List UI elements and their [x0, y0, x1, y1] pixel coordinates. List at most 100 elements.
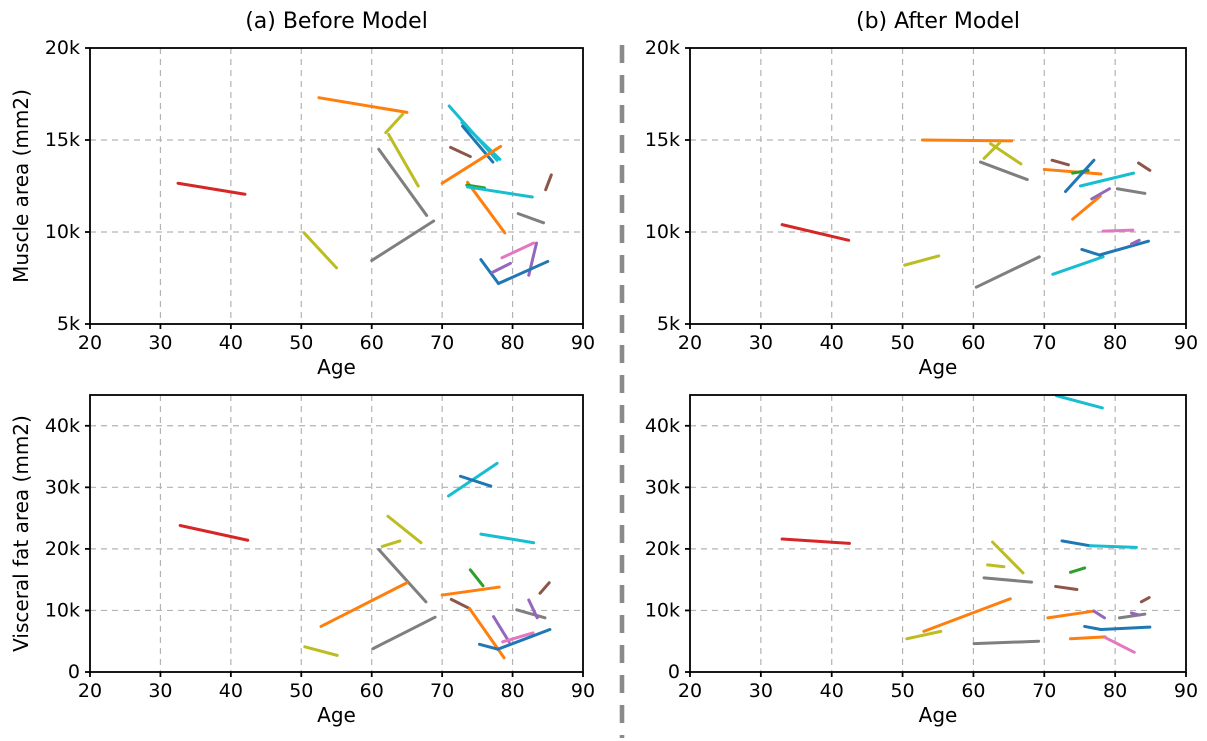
data-line-pink	[500, 241, 536, 260]
data-line-blue	[496, 259, 550, 286]
data-line-orange	[319, 581, 409, 628]
y-tick-label: 10k	[45, 599, 80, 621]
data-line-olive	[387, 132, 420, 188]
subplot-after-muscle: 20 30 40 50 60 70 80 90 5k 10k 15k 20k Age (b) After …	[645, 9, 1198, 379]
x-tick-label: 60	[961, 332, 985, 354]
data-line-blue	[1083, 624, 1103, 632]
data-lines	[780, 395, 1152, 654]
data-line-pink	[1101, 228, 1135, 233]
data-line-purple	[1129, 238, 1141, 246]
data-line-blue	[1099, 625, 1152, 632]
data-line-red	[780, 537, 851, 545]
x-tick-label: 30	[148, 332, 172, 354]
data-line-cyan	[1051, 255, 1105, 276]
data-line-orange	[922, 597, 1012, 633]
data-line-orange	[440, 585, 501, 597]
y-tick-label: 20k	[45, 538, 80, 560]
subplot-title: (a) Before Model	[245, 9, 428, 34]
data-line-olive	[903, 254, 941, 267]
data-line-olive	[303, 645, 339, 657]
data-line-gray	[982, 576, 1034, 584]
plot-frame	[89, 47, 584, 325]
x-tick-label: 40	[820, 332, 844, 354]
y-tick-label: 40k	[645, 415, 680, 437]
data-line-olive	[302, 231, 338, 270]
data-line-purple	[1090, 187, 1111, 201]
x-tick-label: 80	[1103, 680, 1127, 702]
x-axis-label: Age	[317, 355, 356, 379]
y-tick-label: 5k	[657, 313, 680, 335]
data-line-green	[468, 568, 485, 588]
data-line-orange	[1069, 635, 1107, 641]
data-line-brown	[1054, 584, 1079, 592]
data-line-orange	[440, 144, 503, 185]
x-tick-label: 20	[78, 680, 102, 702]
y-axis-label: Muscle area (mm2)	[9, 89, 33, 283]
data-line-gray	[1115, 187, 1147, 195]
x-axis-label: Age	[919, 355, 958, 379]
data-line-red	[178, 523, 250, 542]
gridlines	[690, 395, 1186, 672]
data-line-orange	[317, 96, 409, 114]
gridlines	[690, 48, 1186, 324]
data-line-brown	[1139, 596, 1151, 604]
data-line-cyan	[479, 532, 536, 545]
x-tick-label: 50	[890, 680, 914, 702]
plot-frame	[689, 47, 1187, 325]
y-tick-label: 10k	[45, 221, 80, 243]
data-line-gray	[377, 548, 428, 604]
gridlines	[90, 395, 583, 672]
data-line-brown	[449, 145, 472, 159]
data-line-olive	[384, 112, 405, 135]
x-tick-label: 50	[289, 332, 313, 354]
data-line-brown	[538, 581, 551, 595]
data-line-purple	[490, 261, 512, 274]
x-tick-label: 70	[430, 332, 454, 354]
y-tick-label: 30k	[45, 476, 80, 498]
x-tick-label: 30	[749, 332, 773, 354]
data-line-gray	[1117, 612, 1147, 620]
gridlines	[90, 48, 583, 324]
data-line-gray	[979, 160, 1029, 182]
data-line-purple	[492, 615, 511, 644]
x-tick-label: 90	[571, 680, 595, 702]
x-tick-label: 90	[1174, 680, 1198, 702]
data-line-red	[780, 223, 851, 242]
data-line-pink	[501, 631, 535, 644]
data-line-olive	[986, 563, 1006, 569]
x-tick-label: 20	[678, 680, 702, 702]
x-tick-label: 60	[360, 680, 384, 702]
data-line-blue	[1064, 158, 1096, 194]
x-tick-label: 70	[1032, 332, 1056, 354]
data-line-blue	[1098, 239, 1150, 257]
tick-marks	[685, 47, 1187, 329]
x-tick-label: 20	[678, 332, 702, 354]
x-tick-label: 60	[961, 680, 985, 702]
data-line-cyan	[1078, 171, 1136, 188]
data-line-blue	[477, 642, 500, 651]
data-line-blue	[479, 258, 500, 286]
x-axis-label: Age	[919, 703, 958, 727]
data-line-purple	[527, 598, 539, 620]
data-line-orange	[465, 180, 507, 235]
data-line-blue	[458, 474, 493, 488]
data-line-red	[176, 181, 247, 196]
data-line-gray	[377, 147, 429, 217]
data-line-purple	[1092, 609, 1107, 620]
data-line-olive	[386, 514, 423, 545]
y-axis-label: Visceral fat area (mm2)	[9, 415, 33, 652]
y-tick-label: 15k	[645, 129, 680, 151]
x-tick-label: 90	[571, 332, 595, 354]
data-line-blue	[496, 628, 552, 651]
data-line-green	[465, 183, 486, 190]
y-tick-label: 10k	[645, 599, 680, 621]
subplot-after-visceral: 20 30 40 50 60 70 80 90 0 10k 20k 30k 40k Age	[645, 394, 1198, 727]
x-tick-label: 80	[1103, 332, 1127, 354]
data-line-cyan	[465, 185, 534, 199]
y-tick-label: 40k	[45, 415, 80, 437]
plot-frame	[689, 394, 1187, 673]
data-line-cyan	[1054, 395, 1104, 410]
data-line-olive	[982, 141, 1002, 160]
